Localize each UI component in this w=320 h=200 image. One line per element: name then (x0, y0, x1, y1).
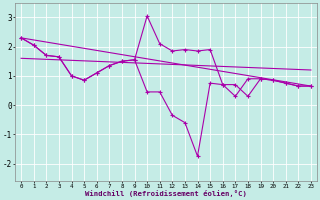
X-axis label: Windchill (Refroidissement éolien,°C): Windchill (Refroidissement éolien,°C) (85, 190, 247, 197)
